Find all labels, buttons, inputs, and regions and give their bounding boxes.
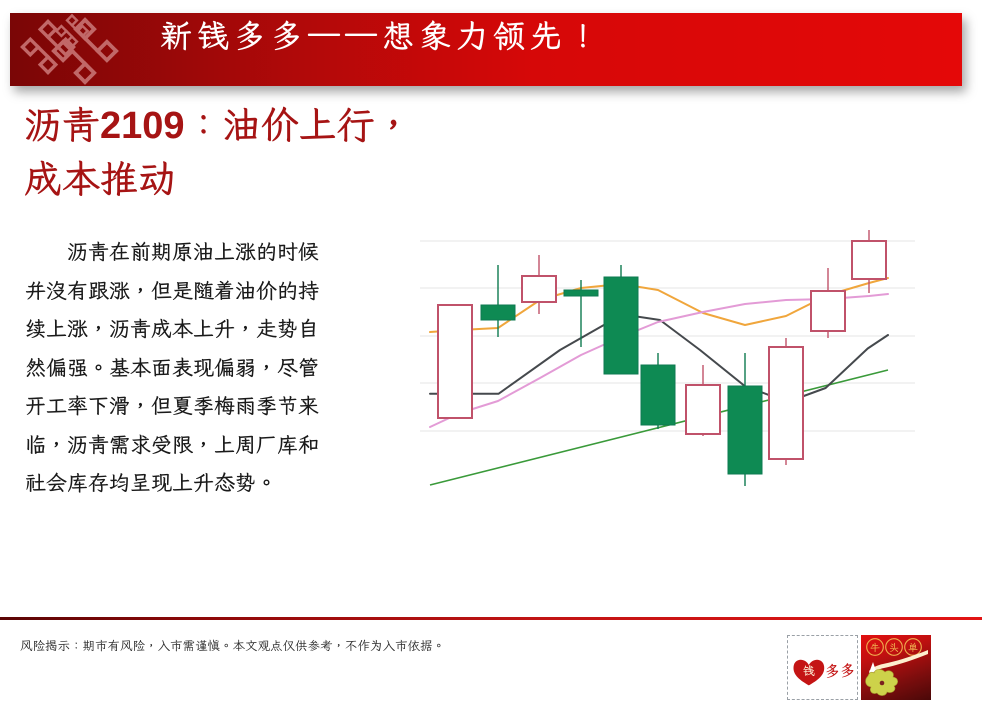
- svg-text:牛: 牛: [870, 641, 880, 654]
- svg-text:单: 单: [908, 641, 918, 654]
- svg-text:多多: 多多: [824, 661, 855, 682]
- svg-text:头: 头: [889, 641, 899, 654]
- svg-text:钱: 钱: [803, 664, 815, 679]
